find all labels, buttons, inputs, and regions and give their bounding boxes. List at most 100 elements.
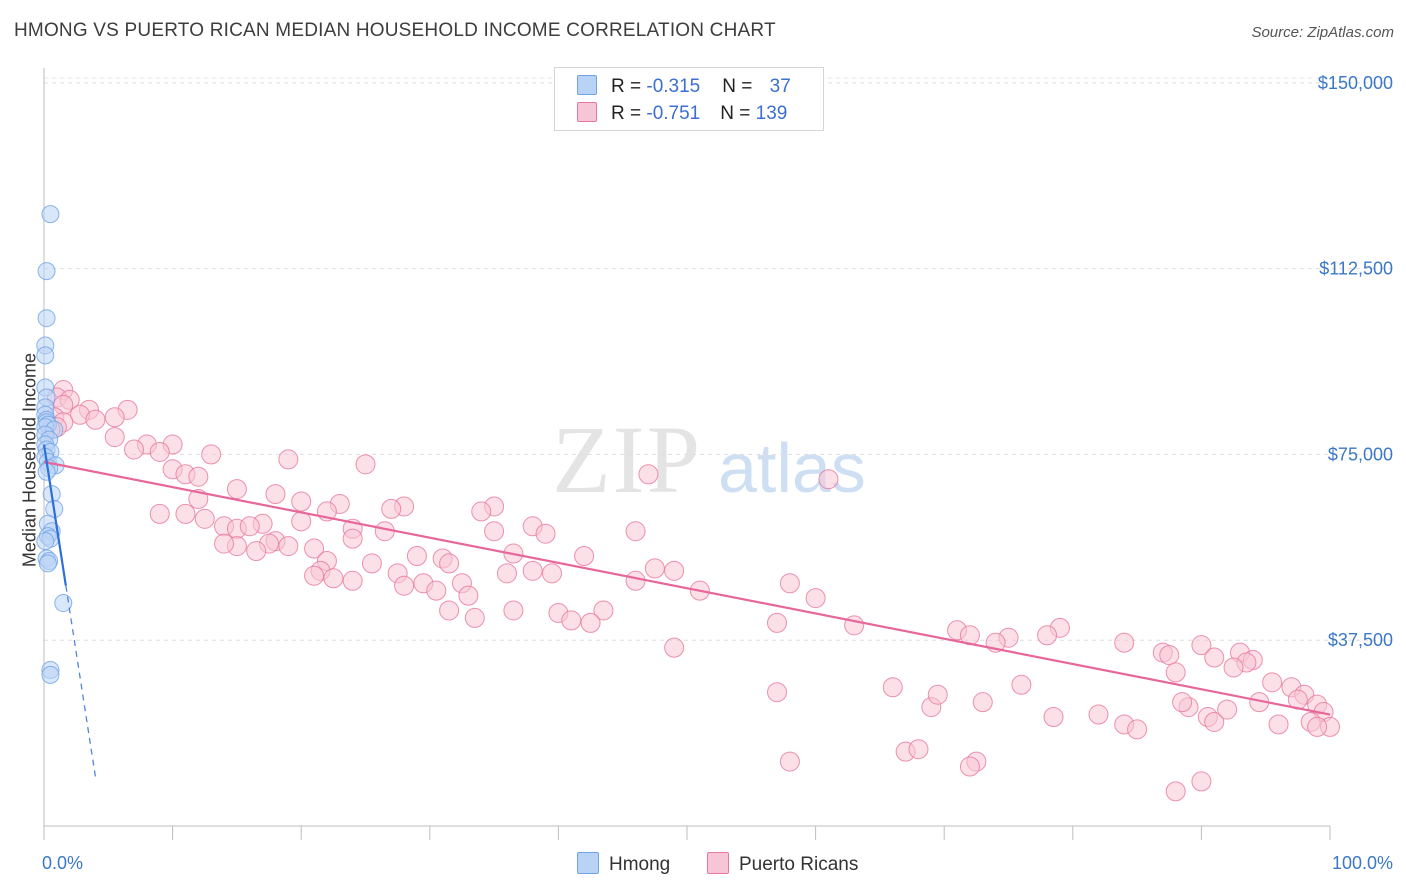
x-tick-label-max: 100.0% <box>1332 853 1393 873</box>
point-puerto-ricans <box>638 464 659 485</box>
legend-row-hmong: R = -0.315 N = 37 <box>577 75 791 99</box>
point-puerto-ricans <box>278 536 299 557</box>
point-puerto-ricans <box>1037 625 1058 646</box>
point-puerto-ricans <box>104 407 125 428</box>
watermark-zip: ZIP <box>552 406 702 513</box>
bottom-legend-puerto-ricans: Puerto Ricans <box>707 852 858 876</box>
point-puerto-ricans <box>342 528 363 549</box>
point-puerto-ricans <box>304 565 325 586</box>
bottom-legend-label-puerto-ricans: Puerto Ricans <box>739 854 859 875</box>
point-hmong <box>36 532 55 551</box>
point-puerto-ricans <box>625 521 646 542</box>
x-tick-label-min: 0.0% <box>42 853 83 873</box>
point-hmong <box>36 346 55 365</box>
trend-lines <box>42 444 1331 777</box>
series-puerto-ricans <box>40 380 1340 802</box>
point-puerto-ricans <box>1307 716 1328 737</box>
legend-swatch-hmong <box>577 75 597 95</box>
point-puerto-ricans <box>664 637 685 658</box>
bottom-legend-hmong: Hmong <box>577 852 670 876</box>
point-puerto-ricans <box>471 501 492 522</box>
correlation-legend: R = -0.315 N = 37 R = -0.751 N = 139 <box>554 67 824 131</box>
legend-n-value-hmong: 37 <box>769 76 791 97</box>
point-puerto-ricans <box>1204 647 1225 668</box>
point-puerto-ricans <box>1223 657 1244 678</box>
tick-labels: $37,500 $75,000 $112,500 $150,000 0.0% 100.0% <box>42 73 1393 873</box>
point-puerto-ricans <box>1217 699 1238 720</box>
point-puerto-ricans <box>767 682 788 703</box>
point-puerto-ricans <box>426 580 447 601</box>
point-puerto-ricans <box>779 573 800 594</box>
watermark: ZIP atlas <box>552 406 866 513</box>
point-puerto-ricans <box>214 533 235 554</box>
point-puerto-ricans <box>644 558 665 579</box>
point-puerto-ricans <box>201 444 222 465</box>
watermark-atlas: atlas <box>718 429 866 507</box>
point-puerto-ricans <box>1204 711 1225 732</box>
point-puerto-ricans <box>1165 781 1186 802</box>
point-puerto-ricans <box>574 545 595 566</box>
trend-line-hmong-extension <box>65 585 97 777</box>
point-puerto-ricans <box>1043 707 1064 728</box>
point-puerto-ricans <box>522 560 543 581</box>
point-puerto-ricans <box>1262 672 1283 693</box>
bottom-legend-swatch-puerto-ricans <box>707 852 729 874</box>
point-puerto-ricans <box>805 588 826 609</box>
point-puerto-ricans <box>580 612 601 633</box>
legend-n-value-puerto-ricans: 139 <box>755 103 788 124</box>
point-puerto-ricans <box>226 479 247 500</box>
point-puerto-ricans <box>458 585 479 606</box>
point-puerto-ricans <box>959 756 980 777</box>
legend-n-label: N = <box>720 103 756 124</box>
point-puerto-ricans <box>278 449 299 470</box>
point-puerto-ricans <box>779 751 800 772</box>
point-puerto-ricans <box>342 570 363 591</box>
chart-title: HMONG VS PUERTO RICAN MEDIAN HOUSEHOLD I… <box>14 20 776 41</box>
source-label: Source: ZipAtlas.com <box>1251 24 1394 41</box>
bottom-legend-swatch-hmong <box>577 852 599 874</box>
point-puerto-ricans <box>1114 632 1135 653</box>
point-puerto-ricans <box>439 600 460 621</box>
point-puerto-ricans <box>882 677 903 698</box>
point-puerto-ricans <box>406 545 427 566</box>
point-puerto-ricans <box>149 503 170 524</box>
point-puerto-ricans <box>561 610 582 631</box>
trend-line-hmong <box>42 444 67 586</box>
point-puerto-ricans <box>439 553 460 574</box>
point-puerto-ricans <box>464 607 485 628</box>
point-hmong <box>37 309 56 328</box>
point-puerto-ricans <box>394 575 415 596</box>
point-puerto-ricans <box>503 600 524 621</box>
legend-row-puerto-ricans: R = -0.751 N = 139 <box>577 102 787 126</box>
point-hmong <box>37 262 56 281</box>
point-puerto-ricans <box>239 516 260 537</box>
point-puerto-ricans <box>535 523 556 544</box>
legend-r-label: R = <box>611 103 647 124</box>
point-puerto-ricans <box>355 454 376 475</box>
point-puerto-ricans <box>1268 714 1289 735</box>
point-hmong <box>41 205 60 224</box>
point-puerto-ricans <box>304 538 325 559</box>
point-puerto-ricans <box>818 469 839 490</box>
point-puerto-ricans <box>1165 662 1186 683</box>
grid-lines <box>44 77 1395 641</box>
point-puerto-ricans <box>1191 635 1212 656</box>
point-puerto-ricans <box>496 563 517 584</box>
point-puerto-ricans <box>361 553 382 574</box>
point-hmong <box>38 554 57 573</box>
y-tick-label: $75,000 <box>1328 444 1393 464</box>
point-puerto-ricans <box>104 427 125 448</box>
y-tick-label: $112,500 <box>1319 259 1393 279</box>
legend-r-label: R = <box>611 76 647 97</box>
point-puerto-ricans <box>1191 771 1212 792</box>
bottom-legend-label-hmong: Hmong <box>609 854 671 875</box>
point-puerto-ricans <box>246 541 267 562</box>
point-puerto-ricans <box>1172 692 1193 713</box>
point-puerto-ricans <box>124 439 145 460</box>
point-puerto-ricans <box>323 568 344 589</box>
point-puerto-ricans <box>175 503 196 524</box>
point-puerto-ricans <box>188 466 209 487</box>
point-puerto-ricans <box>972 692 993 713</box>
point-puerto-ricans <box>927 684 948 705</box>
